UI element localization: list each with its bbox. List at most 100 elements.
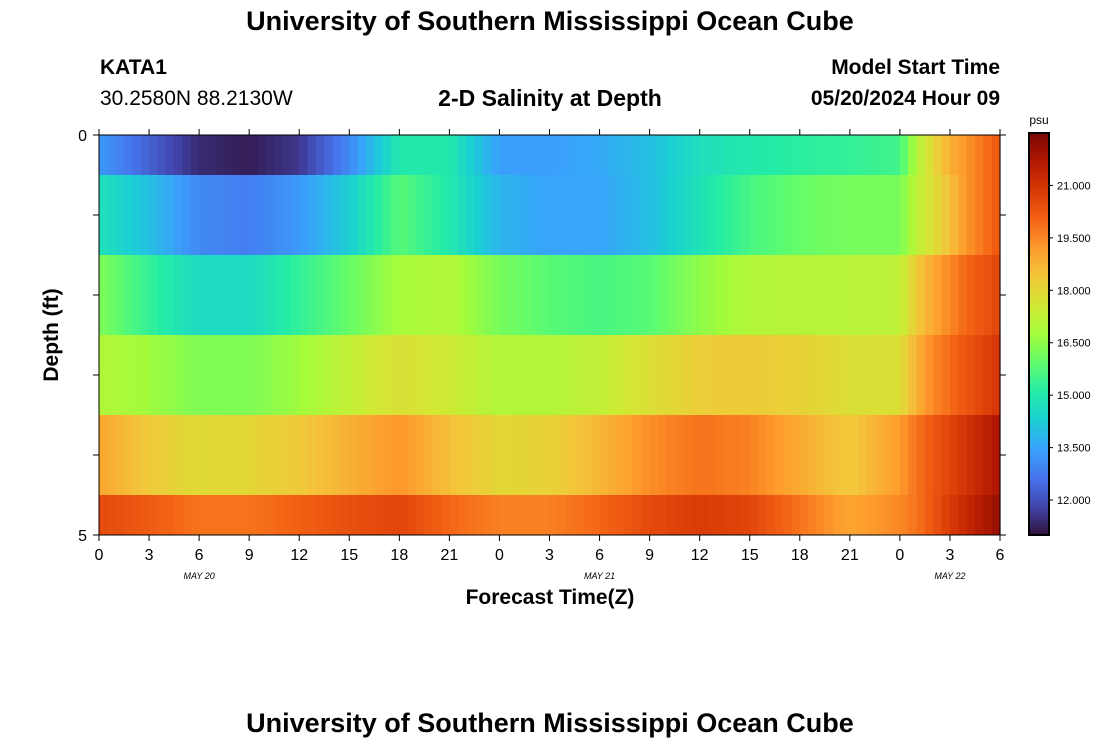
heatmap-cell [649, 335, 659, 416]
heatmap-cell [340, 335, 350, 416]
x-tick-label: 6 [595, 547, 604, 564]
heatmap-cell [774, 335, 784, 416]
heatmap-cell [115, 335, 125, 416]
x-tick-label: 9 [645, 547, 654, 564]
heatmap-cell [833, 415, 843, 496]
heatmap-cell [240, 495, 250, 536]
salinity-heatmap-chart: 0 3 6 9 12 15 18 21 0 3 6 9 12 15 18 21 0 3 6 05 MAY 20 MAY… [40, 113, 1091, 609]
heatmap-cell [265, 335, 275, 416]
heatmap-cell [624, 495, 634, 536]
heatmap-cell [691, 175, 701, 256]
heatmap-cell [808, 415, 818, 496]
heatmap-cell [716, 495, 726, 536]
heatmap-cell [682, 175, 692, 256]
heatmap-cell [174, 415, 184, 496]
heatmap-cell [674, 495, 684, 536]
heatmap-cell [749, 255, 759, 336]
heatmap-cell [949, 135, 959, 176]
heatmap-cell [991, 495, 1001, 536]
heatmap-cell [657, 255, 667, 336]
heatmap-cell [157, 495, 167, 536]
heatmap-cell [949, 175, 959, 256]
heatmap-cell [849, 135, 859, 176]
heatmap-cell [140, 495, 150, 536]
heatmap-cell [799, 255, 809, 336]
heatmap-cell [724, 335, 734, 416]
heatmap-cell [799, 135, 809, 176]
heatmap-cell [783, 255, 793, 336]
heatmap-cell [641, 135, 651, 176]
x-tick-label: 6 [996, 547, 1005, 564]
heatmap-cell [207, 415, 217, 496]
heatmap-cell [674, 135, 684, 176]
heatmap-cell [332, 415, 342, 496]
station-coordinates: 30.2580N 88.2130W [100, 87, 293, 110]
heatmap-cell [674, 335, 684, 416]
heatmap-cell [432, 415, 442, 496]
heatmap-cell [224, 175, 234, 256]
heatmap-cell [499, 175, 509, 256]
heatmap-cell [474, 495, 484, 536]
heatmap-cell [307, 335, 317, 416]
heatmap-cell [299, 415, 309, 496]
heatmap-cell [557, 175, 567, 256]
heatmap-cell [766, 335, 776, 416]
heatmap-cell [115, 175, 125, 256]
heatmap-cell [407, 175, 417, 256]
heatmap-cell [708, 335, 717, 416]
heatmap-cell [232, 415, 242, 496]
heatmap-cell [899, 135, 909, 176]
heatmap-cell [958, 135, 968, 176]
heatmap-cell [524, 335, 534, 416]
heatmap-cell [449, 175, 459, 256]
heatmap-cell [599, 495, 609, 536]
heatmap-cell [99, 335, 108, 416]
heatmap-cell [549, 255, 559, 336]
heatmap-cell [332, 495, 342, 536]
heatmap-cell [182, 255, 192, 336]
x-tick-label: 15 [741, 547, 759, 564]
heatmap-cell [549, 175, 559, 256]
x-tick-label: 0 [895, 547, 904, 564]
heatmap-cell [240, 415, 250, 496]
heatmap-cell [491, 135, 501, 176]
heatmap-cell [933, 255, 943, 336]
heatmap-cell [491, 175, 501, 256]
heatmap-cell [574, 415, 584, 496]
heatmap-cell [382, 495, 392, 536]
heatmap-cell [933, 175, 943, 256]
heatmap-cell [649, 135, 659, 176]
heatmap-cell [858, 175, 868, 256]
heatmap-cell [908, 135, 918, 176]
heatmap-cell [482, 135, 492, 176]
heatmap-cell [424, 255, 434, 336]
heatmap-cell [849, 255, 859, 336]
heatmap-cell [591, 255, 601, 336]
heatmap-cell [858, 255, 868, 336]
heatmap-cell [324, 135, 334, 176]
heatmap-cell [199, 135, 209, 176]
heatmap-cell [507, 255, 517, 336]
heatmap-cell [349, 135, 359, 176]
heatmap-cell [165, 175, 175, 256]
heatmap-cell [549, 335, 559, 416]
heatmap-cell [883, 335, 893, 416]
heatmap-cell [566, 335, 576, 416]
heatmap-cell [808, 335, 818, 416]
heatmap-cell [357, 175, 367, 256]
heatmap-cell [99, 135, 108, 176]
heatmap-cell [315, 495, 325, 536]
heatmap-cell [399, 135, 409, 176]
heatmap-cell [407, 255, 417, 336]
heatmap-cell [541, 495, 551, 536]
heatmap-cell [808, 495, 818, 536]
heatmap-cell [491, 255, 501, 336]
heatmap-cell [290, 335, 300, 416]
colorbar-tick-label: 15.000 [1057, 390, 1091, 402]
heatmap-cell [841, 335, 851, 416]
heatmap-cell [933, 495, 943, 536]
heatmap-cell [449, 495, 459, 536]
heatmap-cell [190, 495, 200, 536]
heatmap-cell [874, 335, 884, 416]
heatmap-cell [841, 135, 851, 176]
